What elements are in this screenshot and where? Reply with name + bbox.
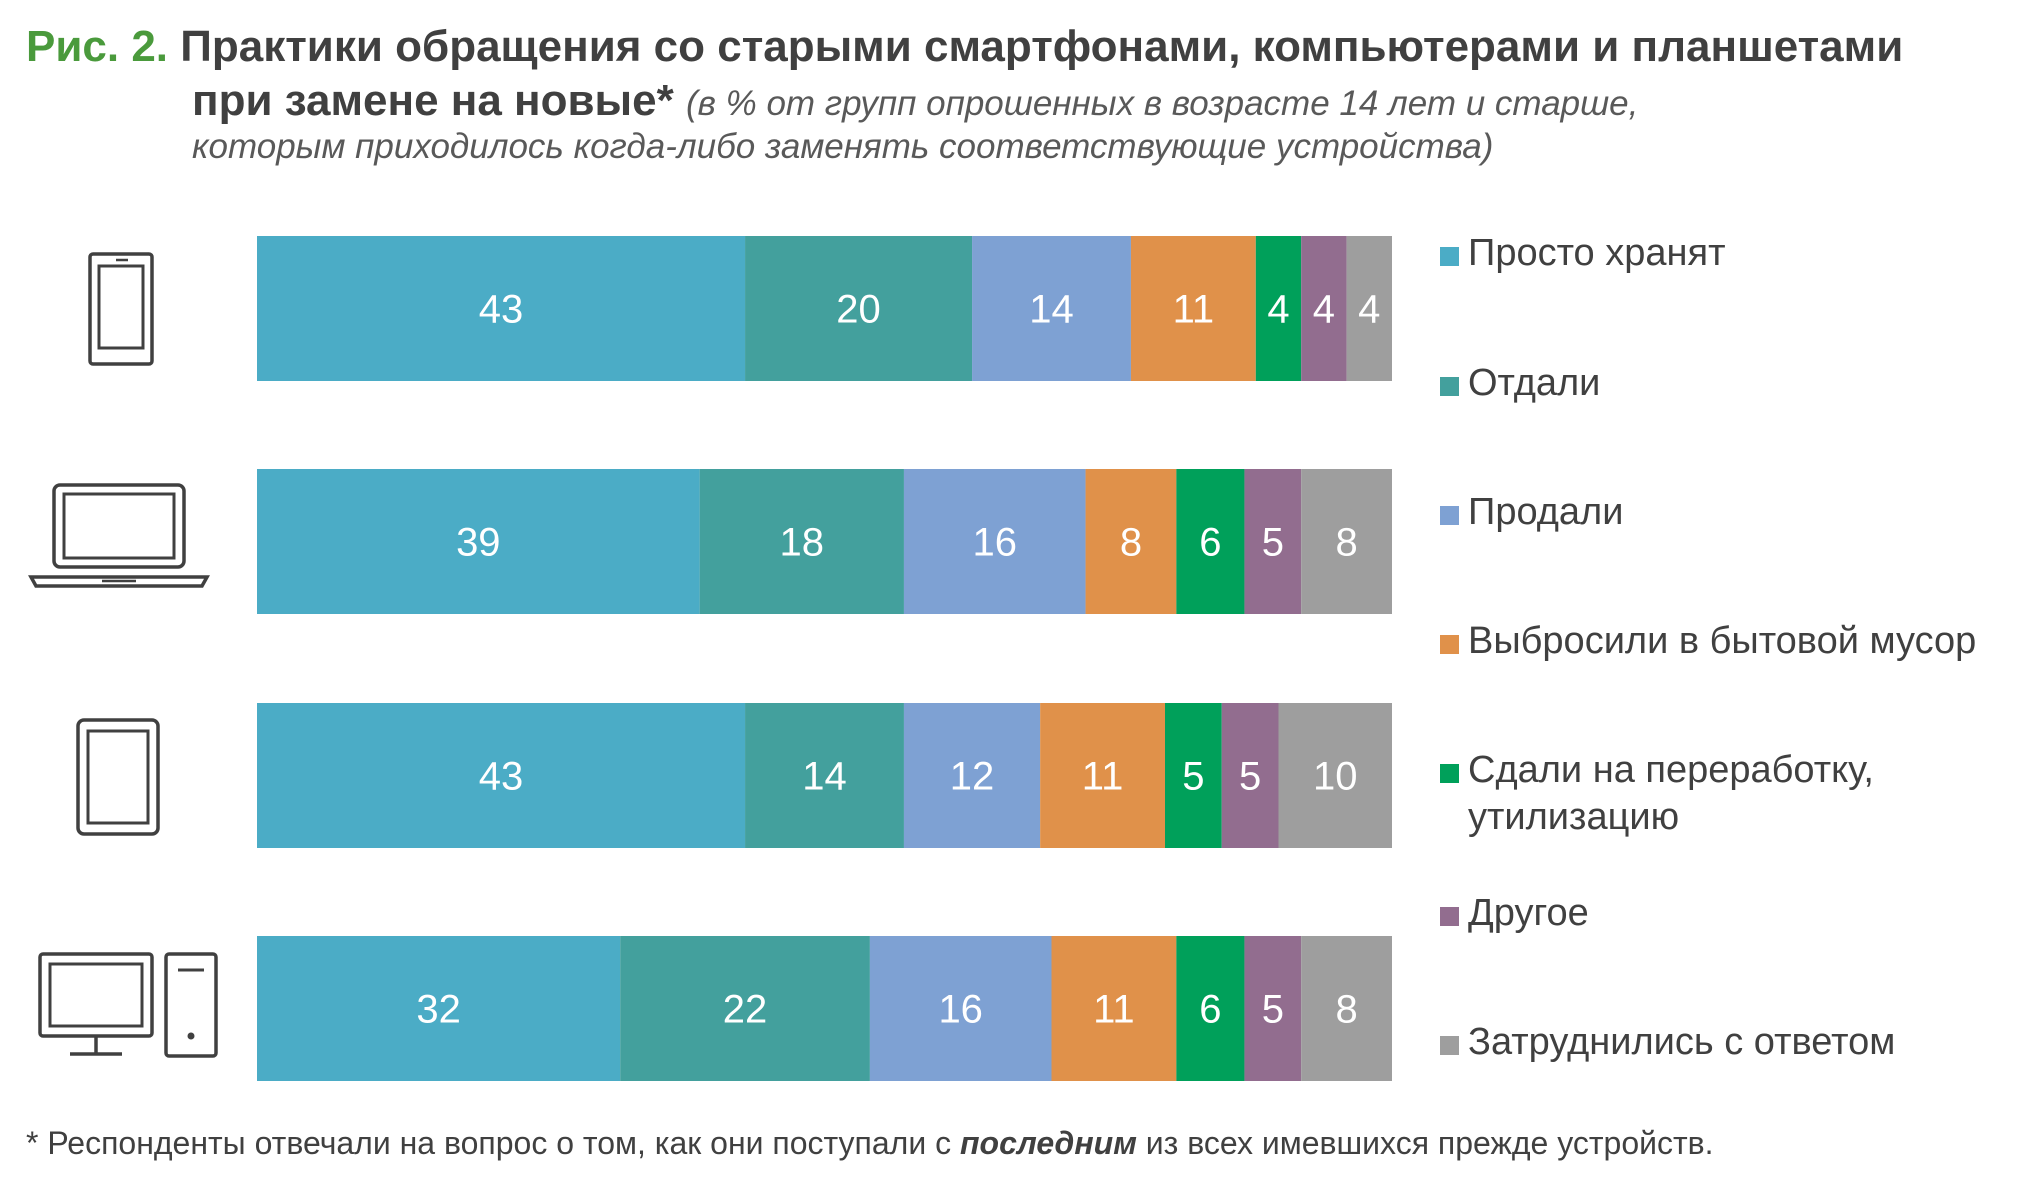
bar-segment bbox=[1244, 469, 1302, 614]
bar-value-label: 8 bbox=[1335, 988, 1357, 1032]
bar-value-label: 43 bbox=[479, 755, 524, 799]
bar-segment bbox=[745, 236, 973, 381]
bar-value-label: 8 bbox=[1120, 521, 1142, 565]
bar-segment bbox=[903, 703, 1041, 848]
bar-value-label: 4 bbox=[1267, 288, 1289, 332]
legend-label: Просто хранят bbox=[1468, 232, 1726, 274]
bar-value-label: 39 bbox=[456, 521, 501, 565]
bar-value-label: 6 bbox=[1199, 521, 1221, 565]
chart-title-line-1: Рис. 2. Практики обращения со старыми см… bbox=[26, 22, 1903, 72]
bar-value-label: 5 bbox=[1262, 521, 1284, 565]
bar-value-label: 11 bbox=[1082, 755, 1124, 799]
tablet-icon bbox=[76, 718, 160, 836]
legend-label: Затруднились с ответом bbox=[1468, 1021, 1896, 1063]
legend-swatch bbox=[1440, 635, 1459, 654]
bar-segment bbox=[257, 236, 746, 381]
chart-title-continuation: при замене на новые* bbox=[192, 76, 674, 125]
bar-segment bbox=[745, 703, 904, 848]
bar-segment bbox=[1346, 236, 1392, 381]
bar-segment bbox=[1255, 236, 1302, 381]
footnote-emphasis: последним bbox=[959, 1125, 1137, 1161]
bar-segment bbox=[869, 936, 1052, 1081]
bar-segment bbox=[1301, 469, 1392, 614]
bar-segment bbox=[1085, 469, 1177, 614]
legend-label: Сдали на переработку, утилизацию bbox=[1468, 749, 1874, 838]
bar-segment bbox=[1244, 936, 1302, 1081]
bar-value-label: 20 bbox=[836, 288, 881, 332]
bar-value-label: 14 bbox=[802, 755, 847, 799]
bar-value-label: 32 bbox=[416, 988, 461, 1032]
bar-value-label: 8 bbox=[1335, 521, 1357, 565]
legend-swatch bbox=[1440, 506, 1459, 525]
bar-value-label: 4 bbox=[1313, 288, 1335, 332]
bar-segment bbox=[257, 703, 746, 848]
smartphone-icon bbox=[88, 252, 154, 366]
legend-swatch bbox=[1440, 1036, 1459, 1055]
bar-segment bbox=[1051, 936, 1177, 1081]
bar-segment bbox=[1301, 236, 1347, 381]
bar-value-label: 10 bbox=[1313, 755, 1358, 799]
bar-segment bbox=[257, 936, 621, 1081]
laptop-icon bbox=[28, 483, 210, 588]
chart-subtitle-part-2: которым приходилось когда-либо заменять … bbox=[192, 127, 1494, 166]
figure-label: Рис. 2. bbox=[26, 22, 169, 71]
footnote-text-end: из всех имевшихся прежде устройств. bbox=[1136, 1125, 1714, 1161]
bar-segment bbox=[1278, 703, 1392, 848]
bar-value-label: 43 bbox=[479, 288, 524, 332]
bar-segment bbox=[1040, 703, 1165, 848]
bar-value-label: 16 bbox=[973, 521, 1018, 565]
bar-value-label: 5 bbox=[1182, 755, 1204, 799]
bar-value-label: 16 bbox=[938, 988, 983, 1032]
chart-title-line-2: при замене на новые* (в % от групп опрош… bbox=[192, 76, 1638, 126]
desktop-computer-icon bbox=[38, 952, 218, 1058]
bar-value-label: 12 bbox=[950, 755, 995, 799]
legend-swatch bbox=[1440, 764, 1459, 783]
bar-segment bbox=[620, 936, 870, 1081]
chart-subtitle-part-1: (в % от групп опрошенных в возрасте 14 л… bbox=[685, 84, 1639, 123]
legend-label: Отдали bbox=[1468, 362, 1601, 404]
bar-segment bbox=[1221, 703, 1279, 848]
legend-swatch bbox=[1440, 907, 1459, 926]
bar-segment bbox=[1301, 936, 1392, 1081]
bar-segment bbox=[1176, 469, 1245, 614]
bar-value-label: 4 bbox=[1358, 288, 1380, 332]
legend-label: Продали bbox=[1468, 491, 1624, 533]
footnote-text-start: * Респонденты отвечали на вопрос о том, … bbox=[26, 1125, 960, 1161]
bar-segment bbox=[257, 469, 700, 614]
legend-label: Другое bbox=[1468, 892, 1589, 934]
bar-segment bbox=[699, 469, 904, 614]
legend-swatch bbox=[1440, 377, 1459, 396]
bar-value-label: 5 bbox=[1239, 755, 1261, 799]
legend-swatch bbox=[1440, 247, 1459, 266]
bar-value-label: 11 bbox=[1093, 988, 1135, 1032]
bar-value-label: 11 bbox=[1173, 288, 1215, 332]
bar-value-label: 22 bbox=[723, 988, 768, 1032]
chart-title-text: Практики обращения со старыми смартфонам… bbox=[180, 22, 1904, 71]
bar-segment bbox=[972, 236, 1131, 381]
bar-segment bbox=[903, 469, 1086, 614]
bar-value-label: 18 bbox=[780, 521, 825, 565]
bar-segment bbox=[1130, 236, 1256, 381]
footnote: * Респонденты отвечали на вопрос о том, … bbox=[26, 1125, 1714, 1162]
bar-value-label: 14 bbox=[1029, 288, 1074, 332]
bar-value-label: 5 bbox=[1262, 988, 1284, 1032]
bar-segment bbox=[1176, 936, 1245, 1081]
bar-segment bbox=[1165, 703, 1222, 848]
legend-label: Выбросили в бытовой мусор bbox=[1468, 620, 1977, 662]
bar-value-label: 6 bbox=[1199, 988, 1221, 1032]
